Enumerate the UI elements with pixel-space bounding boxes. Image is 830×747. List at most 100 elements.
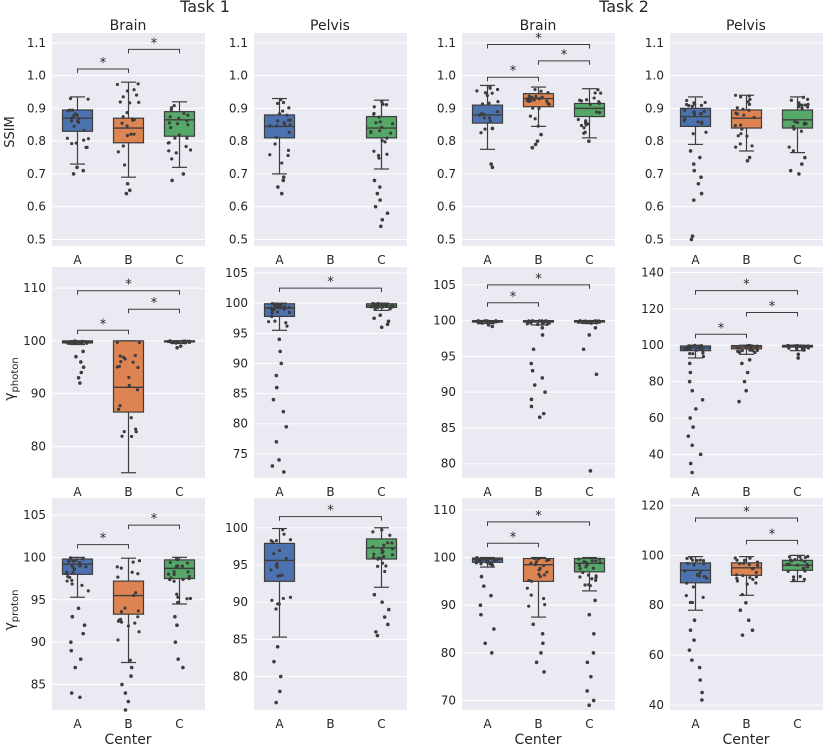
sig-bracket-r0c2-2 [487, 43, 590, 49]
strip-point-r1c0-B-1 [115, 340, 119, 344]
strip-point-r0c2-A-20 [487, 101, 491, 105]
sig-bracket-r1c0-1 [128, 308, 180, 314]
strip-point-r1c3-A-17 [688, 344, 692, 348]
flier-r2c3-A-2 [698, 678, 702, 682]
strip-point-r2c3-A-2 [701, 595, 705, 599]
row-ylabel-ssim: SSIM [3, 116, 18, 148]
strip-point-r1c3-A-0 [693, 343, 697, 347]
strip-point-r0c0-C-0 [188, 148, 193, 152]
flier-r1c2-A-1 [486, 323, 491, 327]
strip-point-r1c0-B-17 [122, 430, 126, 434]
flier-r2c2-A-3 [479, 612, 483, 617]
ytick-label-r1c2-0: 80 [441, 457, 456, 471]
flier-r1c3-A-3 [690, 443, 694, 448]
strip-point-r1c3-A-10 [691, 352, 695, 356]
flier-r2c0-A-3 [78, 657, 83, 661]
ytick-label-r0c1-1: 0.6 [229, 200, 248, 214]
ytick-label-r0c3-4: 0.9 [645, 101, 664, 115]
ytick-label-r0c0-4: 0.9 [27, 101, 46, 115]
strip-point-r2c2-C-16 [591, 566, 595, 570]
ytick-label-r0c2-5: 1.0 [437, 69, 456, 83]
strip-point-r0c0-B-16 [128, 101, 132, 105]
strip-point-r1c1-A-21 [266, 320, 271, 324]
strip-point-r0c1-A-12 [277, 112, 282, 116]
flier-r2c3-B-3 [738, 608, 743, 613]
strip-point-r0c2-B-16 [530, 95, 534, 100]
strip-point-r0c2-A-11 [496, 100, 500, 104]
flier-r2c0-B-2 [123, 691, 128, 695]
strip-point-r1c3-A-1 [701, 354, 706, 359]
strip-point-r0c3-A-18 [692, 101, 696, 105]
strip-point-r1c2-B-12 [525, 320, 530, 324]
strip-point-r0c0-A-8 [68, 108, 72, 112]
strip-point-r0c2-A-12 [482, 116, 486, 120]
strip-point-r0c0-C-19 [168, 115, 172, 119]
sig-bracket-r1c1-0 [279, 287, 382, 293]
strip-point-r2c3-A-5 [695, 558, 699, 563]
sig-star-r0c2-0: * [510, 64, 517, 79]
flier-r1c2-B-0 [537, 415, 542, 420]
flier-r0c0-B-0 [124, 191, 129, 196]
flier-r2c0-A-0 [78, 695, 82, 700]
strip-point-r0c1-C-18 [374, 121, 378, 125]
flier-r1c3-A-0 [690, 470, 694, 475]
strip-point-r0c0-B-21 [115, 82, 120, 87]
strip-point-r0c1-A-1 [287, 130, 291, 135]
flier-r2c2-C-6 [592, 631, 596, 636]
strip-point-r0c0-A-17 [69, 119, 74, 123]
strip-point-r1c1-A-2 [273, 319, 277, 323]
flier-r1c2-C-3 [587, 333, 592, 337]
strip-point-r2c3-B-3 [745, 582, 749, 586]
strip-point-r1c2-A-17 [494, 320, 498, 324]
strip-point-r2c3-B-0 [735, 576, 739, 580]
strip-point-r2c3-A-4 [698, 570, 702, 575]
strip-point-r2c1-A-21 [269, 568, 273, 572]
strip-point-r0c0-A-20 [72, 124, 76, 128]
flier-r2c1-C-0 [375, 633, 380, 638]
strip-point-r1c2-B-4 [535, 322, 540, 327]
strip-point-r1c2-A-21 [485, 319, 489, 323]
strip-point-r0c3-B-13 [748, 97, 752, 102]
strip-point-r2c3-B-1 [748, 575, 752, 580]
strip-point-r1c0-A-17 [66, 340, 70, 344]
strip-point-r0c3-A-8 [700, 121, 704, 126]
flier-r2c2-C-1 [591, 698, 596, 703]
xtick-label-r2c1-A: A [275, 717, 284, 731]
strip-point-r0c2-B-0 [537, 97, 541, 101]
flier-r0c1-C-0 [379, 224, 383, 229]
strip-point-r0c0-B-12 [121, 144, 125, 148]
sig-bracket-r0c2-1 [538, 60, 590, 65]
strip-point-r2c2-B-19 [542, 563, 546, 568]
strip-point-r2c2-A-21 [479, 558, 484, 562]
sig-bracket-r0c0-0 [77, 68, 129, 74]
sig-star-r0c0-1: * [151, 36, 158, 51]
strip-point-r2c1-A-19 [281, 528, 285, 532]
strip-point-r1c2-A-20 [480, 321, 484, 325]
sig-bracket-r2c1-0 [279, 516, 382, 521]
ytick-label-r1c1-2: 85 [233, 387, 248, 401]
strip-point-r2c2-B-2 [527, 604, 531, 608]
sig-star-r2c2-1: * [535, 509, 542, 524]
strip-point-r1c1-C-17 [376, 301, 380, 306]
strip-point-r1c0-B-6 [136, 365, 140, 370]
strip-point-r0c2-B-17 [540, 95, 544, 99]
strip-point-r0c0-A-11 [86, 97, 90, 101]
sig-bracket-r0c0-1 [128, 48, 180, 54]
strip-point-r2c0-A-13 [68, 575, 72, 580]
flier-r0c0-B-1 [127, 188, 132, 193]
flier-r2c2-A-4 [478, 603, 483, 607]
strip-point-r2c0-C-8 [176, 595, 180, 599]
strip-point-r0c3-B-10 [752, 115, 756, 120]
strip-point-r1c3-A-20 [698, 346, 702, 350]
strip-point-r0c3-A-20 [704, 130, 708, 134]
flier-r1c1-C-0 [379, 325, 384, 330]
strip-point-r2c3-A-6 [683, 569, 687, 573]
strip-point-r2c2-C-14 [588, 584, 592, 588]
strip-point-r0c3-A-14 [698, 112, 703, 116]
strip-point-r1c3-C-14 [802, 348, 806, 352]
panel-bg-r0c2 [462, 33, 615, 246]
strip-point-r2c1-A-20 [274, 563, 279, 567]
strip-point-r1c2-C-11 [589, 321, 593, 325]
sig-bracket-r1c2-1 [487, 284, 590, 289]
strip-point-r0c3-C-19 [802, 122, 807, 126]
